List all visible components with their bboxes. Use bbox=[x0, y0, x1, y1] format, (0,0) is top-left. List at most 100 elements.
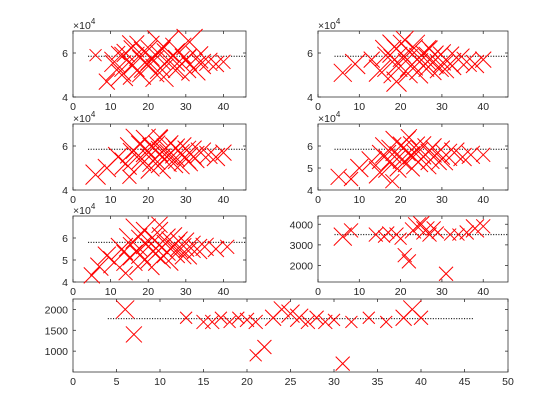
x-marker bbox=[273, 301, 291, 318]
reference-dot bbox=[357, 148, 360, 150]
x-marker-stroke bbox=[118, 228, 148, 257]
x-marker bbox=[422, 227, 437, 242]
x-marker-stroke bbox=[131, 49, 165, 83]
reference-dot bbox=[399, 318, 401, 320]
x-marker bbox=[118, 265, 134, 281]
reference-dot bbox=[445, 318, 447, 320]
reference-dot bbox=[399, 233, 401, 236]
reference-dot bbox=[127, 148, 129, 150]
x-marker-stroke bbox=[300, 314, 316, 330]
x-marker bbox=[174, 242, 198, 265]
marker-series bbox=[330, 128, 491, 189]
reference-dot bbox=[360, 148, 362, 150]
reference-dot bbox=[179, 55, 181, 57]
x-marker-stroke bbox=[125, 218, 157, 249]
y-tick-label: 4 bbox=[307, 185, 313, 197]
reference-dot bbox=[485, 233, 487, 236]
x-marker bbox=[107, 146, 129, 168]
reference-dot bbox=[178, 318, 180, 320]
reference-dot bbox=[363, 55, 365, 57]
reference-dot bbox=[210, 55, 212, 57]
reference-dot bbox=[147, 241, 149, 243]
x-marker bbox=[185, 46, 209, 69]
x-marker-stroke bbox=[400, 128, 418, 146]
x-marker bbox=[438, 266, 454, 282]
x-marker-stroke bbox=[376, 46, 408, 78]
reference-dot bbox=[459, 148, 461, 150]
reference-dot bbox=[263, 318, 265, 320]
reference-dot bbox=[140, 55, 142, 57]
x-marker bbox=[377, 149, 407, 178]
x-marker-stroke bbox=[204, 314, 220, 330]
x-marker bbox=[110, 63, 134, 87]
x-marker-stroke bbox=[140, 148, 172, 179]
x-tick-label: 10 bbox=[154, 376, 166, 388]
reference-dot bbox=[370, 148, 373, 150]
x-marker-stroke bbox=[309, 310, 324, 326]
axes-box bbox=[72, 298, 509, 373]
scatter-panel-top-left: 0 10 20 30 40 4 6 ×104 bbox=[62, 17, 247, 113]
x-tick-label: 0 bbox=[70, 286, 76, 298]
scatter-panel-middle-left: 0 10 20 30 40 4 6 ×104 bbox=[62, 110, 247, 206]
reference-dot bbox=[225, 55, 227, 57]
reference-dot bbox=[433, 233, 435, 236]
x-marker bbox=[333, 63, 353, 83]
reference-dot bbox=[231, 148, 233, 150]
reference-dot bbox=[373, 233, 375, 236]
reference-dot bbox=[131, 318, 133, 320]
reference-dot bbox=[194, 55, 196, 57]
reference-dot bbox=[173, 241, 175, 243]
reference-dot bbox=[236, 148, 238, 150]
x-marker-stroke bbox=[397, 53, 429, 84]
reference-dot bbox=[139, 318, 141, 320]
reference-dot bbox=[350, 148, 352, 150]
reference-dot bbox=[383, 233, 386, 236]
x-marker-stroke bbox=[429, 53, 455, 79]
reference-dot bbox=[435, 148, 438, 150]
reference-dot bbox=[141, 318, 143, 320]
reference-dot bbox=[490, 233, 492, 236]
x-marker bbox=[129, 35, 160, 67]
x-marker-stroke bbox=[164, 37, 192, 65]
reference-dot bbox=[451, 233, 453, 236]
reference-dot bbox=[443, 318, 445, 320]
reference-dot bbox=[88, 241, 90, 243]
reference-dot bbox=[261, 318, 263, 320]
x-marker-stroke bbox=[159, 50, 190, 82]
reference-dot bbox=[490, 148, 492, 150]
x-marker-stroke bbox=[122, 56, 152, 85]
reference-dot bbox=[106, 241, 108, 243]
reference-dot bbox=[459, 233, 461, 236]
x-marker bbox=[289, 308, 309, 328]
x-marker bbox=[97, 246, 117, 265]
reference-dot bbox=[422, 55, 425, 57]
x-marker-stroke bbox=[121, 35, 145, 58]
x-marker-stroke bbox=[443, 142, 465, 163]
reference-dot bbox=[368, 233, 370, 236]
x-marker bbox=[89, 48, 102, 62]
scatter-panel-lower-right: 0 10 20 30 40 2000 3000 4000 bbox=[290, 215, 509, 298]
reference-dot bbox=[159, 318, 161, 320]
reference-dot bbox=[506, 148, 508, 150]
x-marker-stroke bbox=[465, 219, 485, 238]
x-marker-stroke bbox=[161, 231, 188, 258]
reference-dot bbox=[238, 148, 240, 150]
reference-dot bbox=[448, 318, 450, 320]
reference-dot bbox=[503, 233, 505, 236]
reference-dot bbox=[144, 318, 146, 320]
reference-dot bbox=[136, 318, 138, 320]
reference-dot bbox=[461, 233, 464, 236]
x-marker bbox=[368, 161, 392, 184]
x-marker bbox=[179, 311, 193, 325]
reference-dot bbox=[469, 233, 471, 236]
reference-dot bbox=[357, 318, 359, 320]
x-marker bbox=[146, 30, 180, 63]
x-marker bbox=[123, 40, 159, 75]
x-marker-stroke bbox=[459, 225, 475, 240]
reference-dot bbox=[357, 233, 360, 236]
reference-dot bbox=[123, 318, 125, 320]
x-marker-stroke bbox=[114, 46, 145, 78]
y-tick-label: 6 bbox=[62, 141, 68, 153]
reference-dot bbox=[168, 148, 170, 150]
reference-dot bbox=[188, 318, 190, 320]
